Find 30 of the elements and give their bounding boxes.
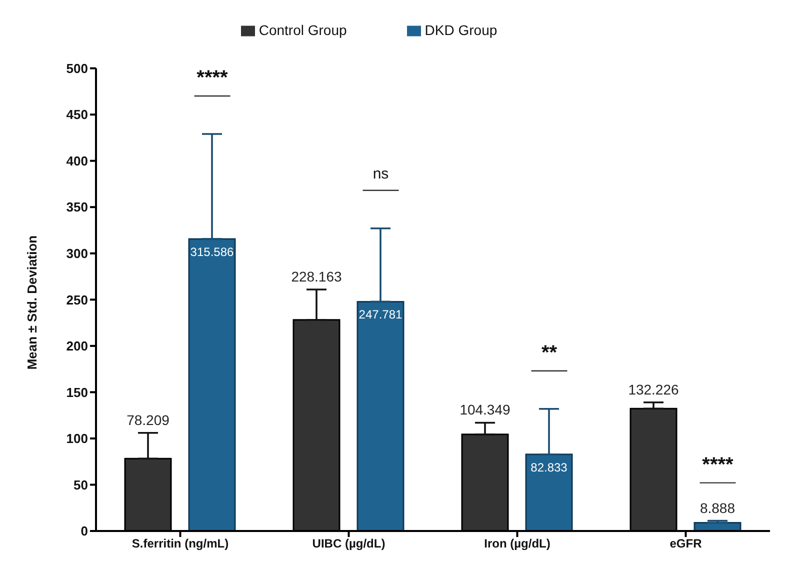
annotation: **** (196, 67, 228, 89)
data-label: 78.209 (126, 412, 170, 428)
y-tick-label: 0 (80, 524, 88, 539)
y-tick-label: 100 (66, 431, 88, 446)
data-label: 104.349 (460, 402, 511, 418)
annotation: **** (702, 454, 734, 476)
data-label: 82.833 (530, 460, 568, 474)
data-label: 315.586 (190, 244, 234, 259)
y-tick-label: 350 (66, 200, 88, 215)
data-label: 247.781 (358, 308, 403, 322)
y-tick-label: 500 (66, 60, 88, 76)
data-label: 8.888 (700, 500, 736, 516)
x-tick-label: S.ferritin (ng/mL) (132, 536, 229, 551)
data-label: 132.226 (628, 381, 680, 398)
y-tick-label: 450 (66, 107, 88, 122)
y-tick-label: 50 (74, 477, 88, 492)
y-tick-label: 400 (66, 153, 88, 168)
y-axis-title: Mean ± Std. Deviation (24, 235, 40, 370)
y-tick-label: 150 (66, 384, 88, 400)
x-tick-label: UIBC (µg/dL) (312, 536, 386, 551)
annotation: ** (541, 342, 558, 364)
x-tick-label: eGFR (670, 536, 702, 551)
annotation: ns (372, 165, 389, 182)
legend-label: DKD Group (424, 22, 498, 38)
y-tick-label: 200 (66, 338, 88, 354)
data-label: 228.163 (291, 268, 342, 284)
y-tick-label: 250 (66, 292, 88, 308)
y-tick-label: 300 (66, 246, 88, 261)
x-tick-label: Iron (µg/dL) (484, 536, 550, 551)
legend-label: Control Group (258, 22, 347, 38)
